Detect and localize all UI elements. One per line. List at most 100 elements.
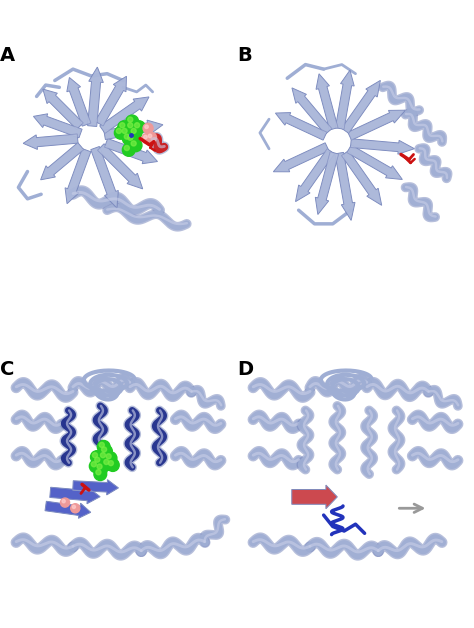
Polygon shape [100,97,149,133]
Polygon shape [104,120,163,139]
Circle shape [122,132,135,145]
Circle shape [114,126,127,139]
Circle shape [99,451,111,463]
Polygon shape [335,153,355,220]
Circle shape [91,451,103,463]
Circle shape [133,121,146,134]
Circle shape [129,139,142,152]
Polygon shape [316,74,338,130]
Circle shape [62,500,65,503]
Polygon shape [88,67,103,126]
Circle shape [126,121,138,134]
Polygon shape [34,114,82,138]
Circle shape [128,122,133,127]
Circle shape [73,506,75,509]
Circle shape [126,133,138,146]
Polygon shape [65,149,91,203]
Circle shape [61,498,70,507]
Polygon shape [41,143,84,180]
Circle shape [124,146,129,151]
Circle shape [97,440,110,453]
Polygon shape [45,501,91,518]
Polygon shape [43,89,83,129]
Polygon shape [342,80,380,133]
Polygon shape [100,97,149,133]
Circle shape [100,445,112,458]
Polygon shape [45,501,91,518]
Circle shape [144,135,147,139]
Circle shape [124,134,129,139]
Circle shape [97,464,102,469]
Polygon shape [34,114,82,138]
Polygon shape [348,110,405,140]
Polygon shape [95,77,127,126]
Polygon shape [50,487,100,504]
Circle shape [71,504,80,513]
Polygon shape [336,70,354,129]
Polygon shape [23,134,78,149]
Circle shape [104,452,117,465]
Polygon shape [275,112,327,140]
Circle shape [128,117,133,122]
Text: D: D [237,360,253,379]
Polygon shape [292,88,332,134]
Polygon shape [350,139,414,154]
Circle shape [91,462,96,467]
Polygon shape [315,152,338,214]
Polygon shape [91,146,118,208]
Polygon shape [292,485,337,509]
Circle shape [135,122,140,127]
Polygon shape [292,485,337,509]
Polygon shape [273,143,329,172]
Polygon shape [88,67,103,126]
Text: A: A [0,46,15,65]
Polygon shape [104,120,163,139]
Polygon shape [73,480,118,495]
Polygon shape [347,145,402,180]
Circle shape [90,460,102,472]
Polygon shape [105,139,157,164]
Polygon shape [348,110,405,140]
Polygon shape [98,144,143,189]
Polygon shape [342,151,382,205]
Polygon shape [336,70,354,129]
Polygon shape [65,149,91,203]
Circle shape [107,458,119,472]
Circle shape [102,458,115,470]
Circle shape [109,460,113,466]
Circle shape [142,134,152,144]
Circle shape [122,144,135,156]
Polygon shape [316,74,338,130]
Circle shape [129,126,142,139]
Circle shape [95,462,108,475]
Polygon shape [273,143,329,172]
Circle shape [100,453,106,458]
Circle shape [148,134,152,138]
Polygon shape [91,146,118,208]
Polygon shape [23,134,78,149]
Polygon shape [347,145,402,180]
Circle shape [143,123,153,133]
Circle shape [101,447,107,452]
Polygon shape [295,149,334,202]
Circle shape [131,128,136,134]
Circle shape [146,133,156,143]
Circle shape [96,470,101,475]
Polygon shape [67,77,91,126]
Circle shape [99,442,104,448]
Polygon shape [335,153,355,220]
Text: B: B [237,46,252,65]
Polygon shape [98,144,143,189]
Polygon shape [73,480,118,495]
Circle shape [131,141,136,146]
Polygon shape [67,77,91,126]
Polygon shape [95,77,127,126]
Circle shape [93,455,106,468]
Polygon shape [295,149,334,202]
Circle shape [128,135,133,140]
Circle shape [122,128,127,134]
Text: C: C [0,360,15,379]
Polygon shape [350,139,414,154]
Circle shape [94,468,107,480]
Polygon shape [43,89,83,129]
